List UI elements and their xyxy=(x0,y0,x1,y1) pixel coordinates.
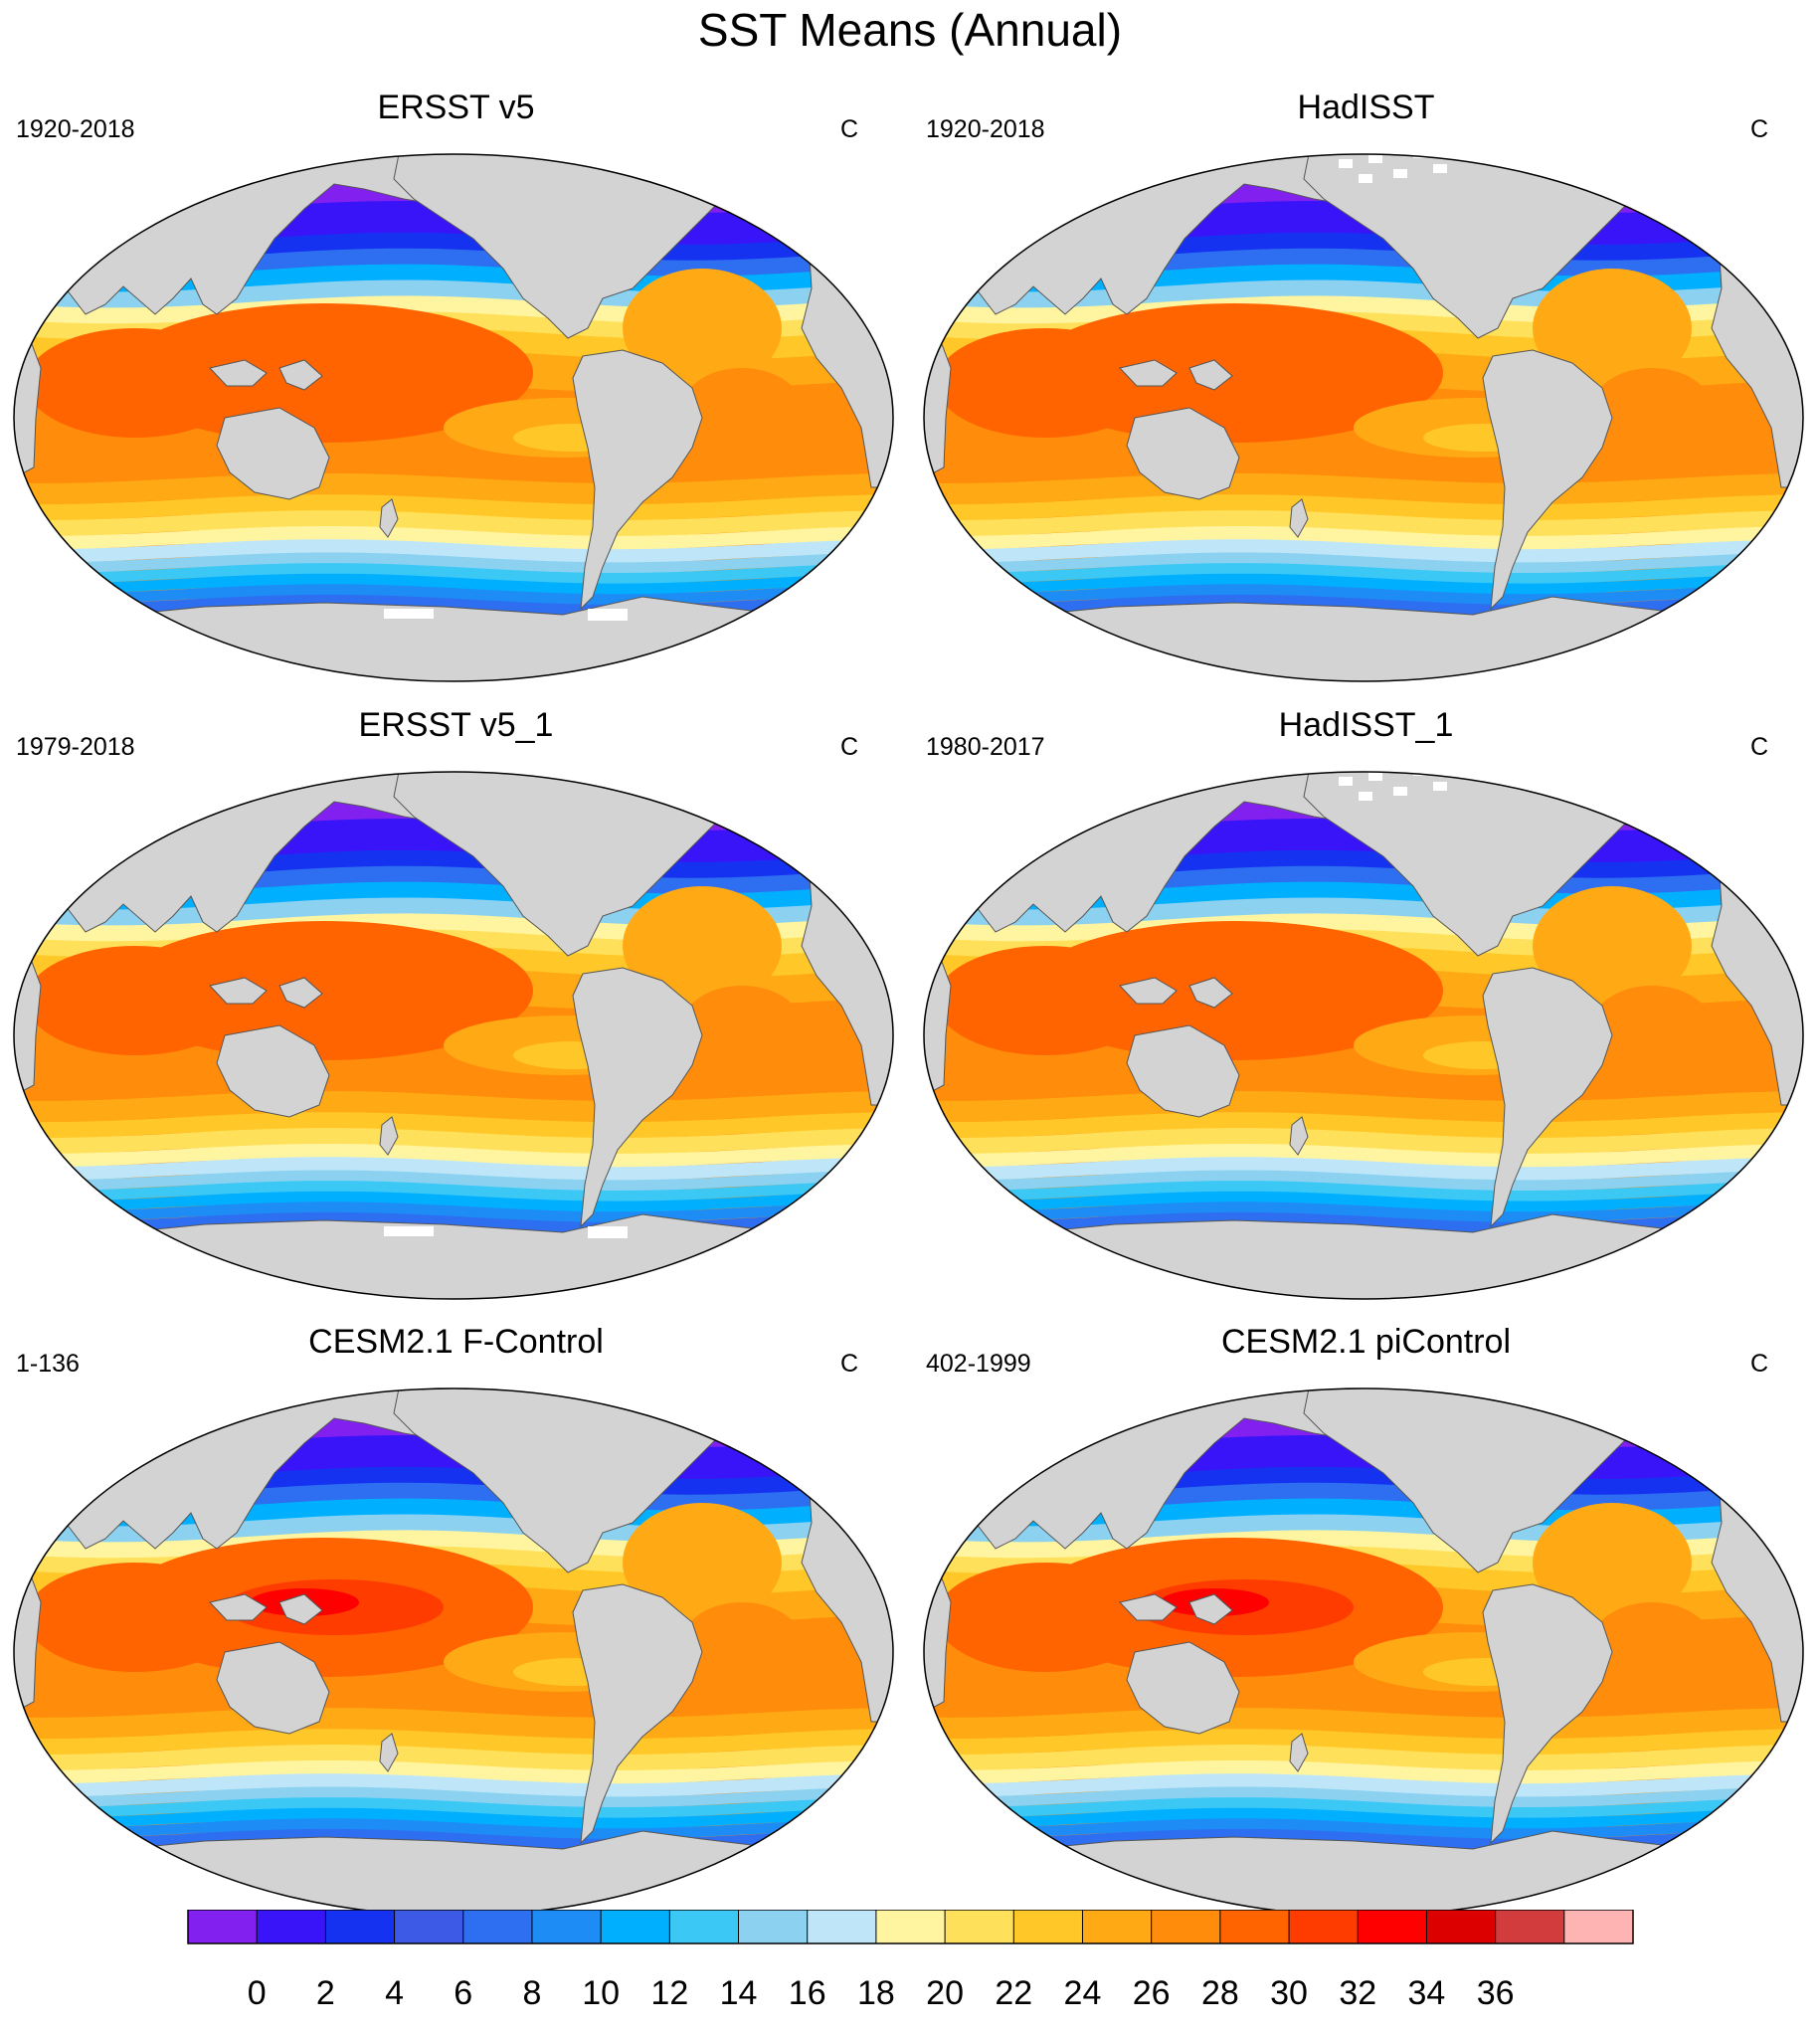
panel-units: C xyxy=(1749,1350,1768,1378)
panel-units: C xyxy=(839,115,858,143)
sst-map xyxy=(923,153,1804,682)
colorbar-tick-label: 36 xyxy=(1477,1974,1515,2012)
map-panel-hadisst: HadISST 1920-2018 C xyxy=(916,86,1816,698)
figure-title: SST Means (Annual) xyxy=(697,4,1123,56)
colorbar-tick-label: 4 xyxy=(385,1974,404,2012)
colorbar-swatch xyxy=(1495,1910,1565,1943)
colorbar-swatch xyxy=(1082,1910,1153,1943)
map-panel-ersst-v5: ERSST v5 1920-2018 C xyxy=(6,86,906,698)
map-panel-ersst-v5-1: ERSST v5_1 1979-2018 C xyxy=(6,703,906,1316)
colorbar-swatch xyxy=(1426,1910,1497,1943)
colorbar-tick-label: 32 xyxy=(1339,1974,1376,2012)
colorbar: 0 2 4 6 8 10 12 14 16 18 20 22 24 26 28 30 32 34 36 xyxy=(187,1910,1634,2012)
colorbar-swatch xyxy=(1013,1910,1083,1943)
colorbar-swatch xyxy=(738,1910,809,1943)
panel-units: C xyxy=(1749,733,1768,761)
colorbar-tick-label: 14 xyxy=(720,1974,758,2012)
colorbar-swatch xyxy=(1151,1910,1221,1943)
panel-units: C xyxy=(1749,115,1768,143)
colorbar-tick-label: 22 xyxy=(995,1974,1032,2012)
panel-title: CESM2.1 F-Control xyxy=(308,1323,604,1361)
map-border xyxy=(923,771,1804,1300)
colorbar-swatch xyxy=(1289,1910,1359,1943)
colorbar-swatch xyxy=(257,1910,326,1943)
panel-title: ERSST v5_1 xyxy=(358,706,554,744)
panel-units: C xyxy=(839,1350,858,1378)
map-panel-cesm-picontrol: CESM2.1 piControl 402-1999 C xyxy=(916,1320,1816,1933)
colorbar-tick-label: 10 xyxy=(582,1974,620,2012)
colorbar-swatch xyxy=(1563,1910,1634,1943)
colorbar-tick-label: 0 xyxy=(248,1974,267,2012)
colorbar-tick-label: 2 xyxy=(316,1974,335,2012)
panel-period: 1-136 xyxy=(16,1350,80,1378)
sst-map xyxy=(923,771,1804,1300)
panel-units: C xyxy=(839,733,858,761)
colorbar-swatch xyxy=(462,1910,533,1943)
panel-period: 1920-2018 xyxy=(926,115,1045,143)
colorbar-tick-label: 12 xyxy=(650,1974,688,2012)
map-border xyxy=(13,153,894,682)
colorbar-tick-label: 26 xyxy=(1133,1974,1171,2012)
colorbar-swatch xyxy=(945,1910,1014,1943)
colorbar-tick-label: 30 xyxy=(1270,1974,1308,2012)
colorbar-swatch xyxy=(531,1910,602,1943)
colorbar-swatch xyxy=(601,1910,670,1943)
colorbar-tick-label: 6 xyxy=(454,1974,472,2012)
colorbar-swatch xyxy=(807,1910,877,1943)
colorbar-tick-label: 34 xyxy=(1408,1974,1446,2012)
colorbar-swatch xyxy=(875,1910,946,1943)
map-border xyxy=(923,153,1804,682)
panel-period: 1920-2018 xyxy=(16,115,135,143)
map-panel-hadisst-1: HadISST_1 1980-2017 C xyxy=(916,703,1816,1316)
colorbar-tick-label: 18 xyxy=(857,1974,895,2012)
colorbar-swatch xyxy=(669,1910,740,1943)
sst-map xyxy=(13,771,894,1300)
colorbar-swatch xyxy=(394,1910,464,1943)
colorbar-swatch xyxy=(325,1910,396,1943)
panel-period: 1979-2018 xyxy=(16,733,135,761)
colorbar-tick-label: 20 xyxy=(926,1974,964,2012)
colorbar-swatch xyxy=(1358,1910,1427,1943)
sst-map xyxy=(13,1387,894,1917)
colorbar-tick-label: 24 xyxy=(1064,1974,1102,2012)
panel-title: HadISST xyxy=(1297,89,1435,126)
colorbar-swatch xyxy=(1219,1910,1290,1943)
sst-map xyxy=(13,153,894,682)
colorbar-tick-label: 28 xyxy=(1201,1974,1239,2012)
panel-title: HadISST_1 xyxy=(1278,706,1454,744)
map-panel-cesm-f-control: CESM2.1 F-Control 1-136 C xyxy=(6,1320,906,1933)
colorbar-tick-label: 8 xyxy=(522,1974,541,2012)
panel-period: 402-1999 xyxy=(926,1350,1031,1378)
colorbar-swatch xyxy=(188,1910,258,1943)
panel-title: CESM2.1 piControl xyxy=(1220,1323,1511,1361)
map-border xyxy=(13,771,894,1300)
colorbar-tick-label: 16 xyxy=(789,1974,826,2012)
panel-period: 1980-2017 xyxy=(926,733,1045,761)
panel-title: ERSST v5 xyxy=(377,89,535,126)
sst-map xyxy=(923,1387,1804,1917)
